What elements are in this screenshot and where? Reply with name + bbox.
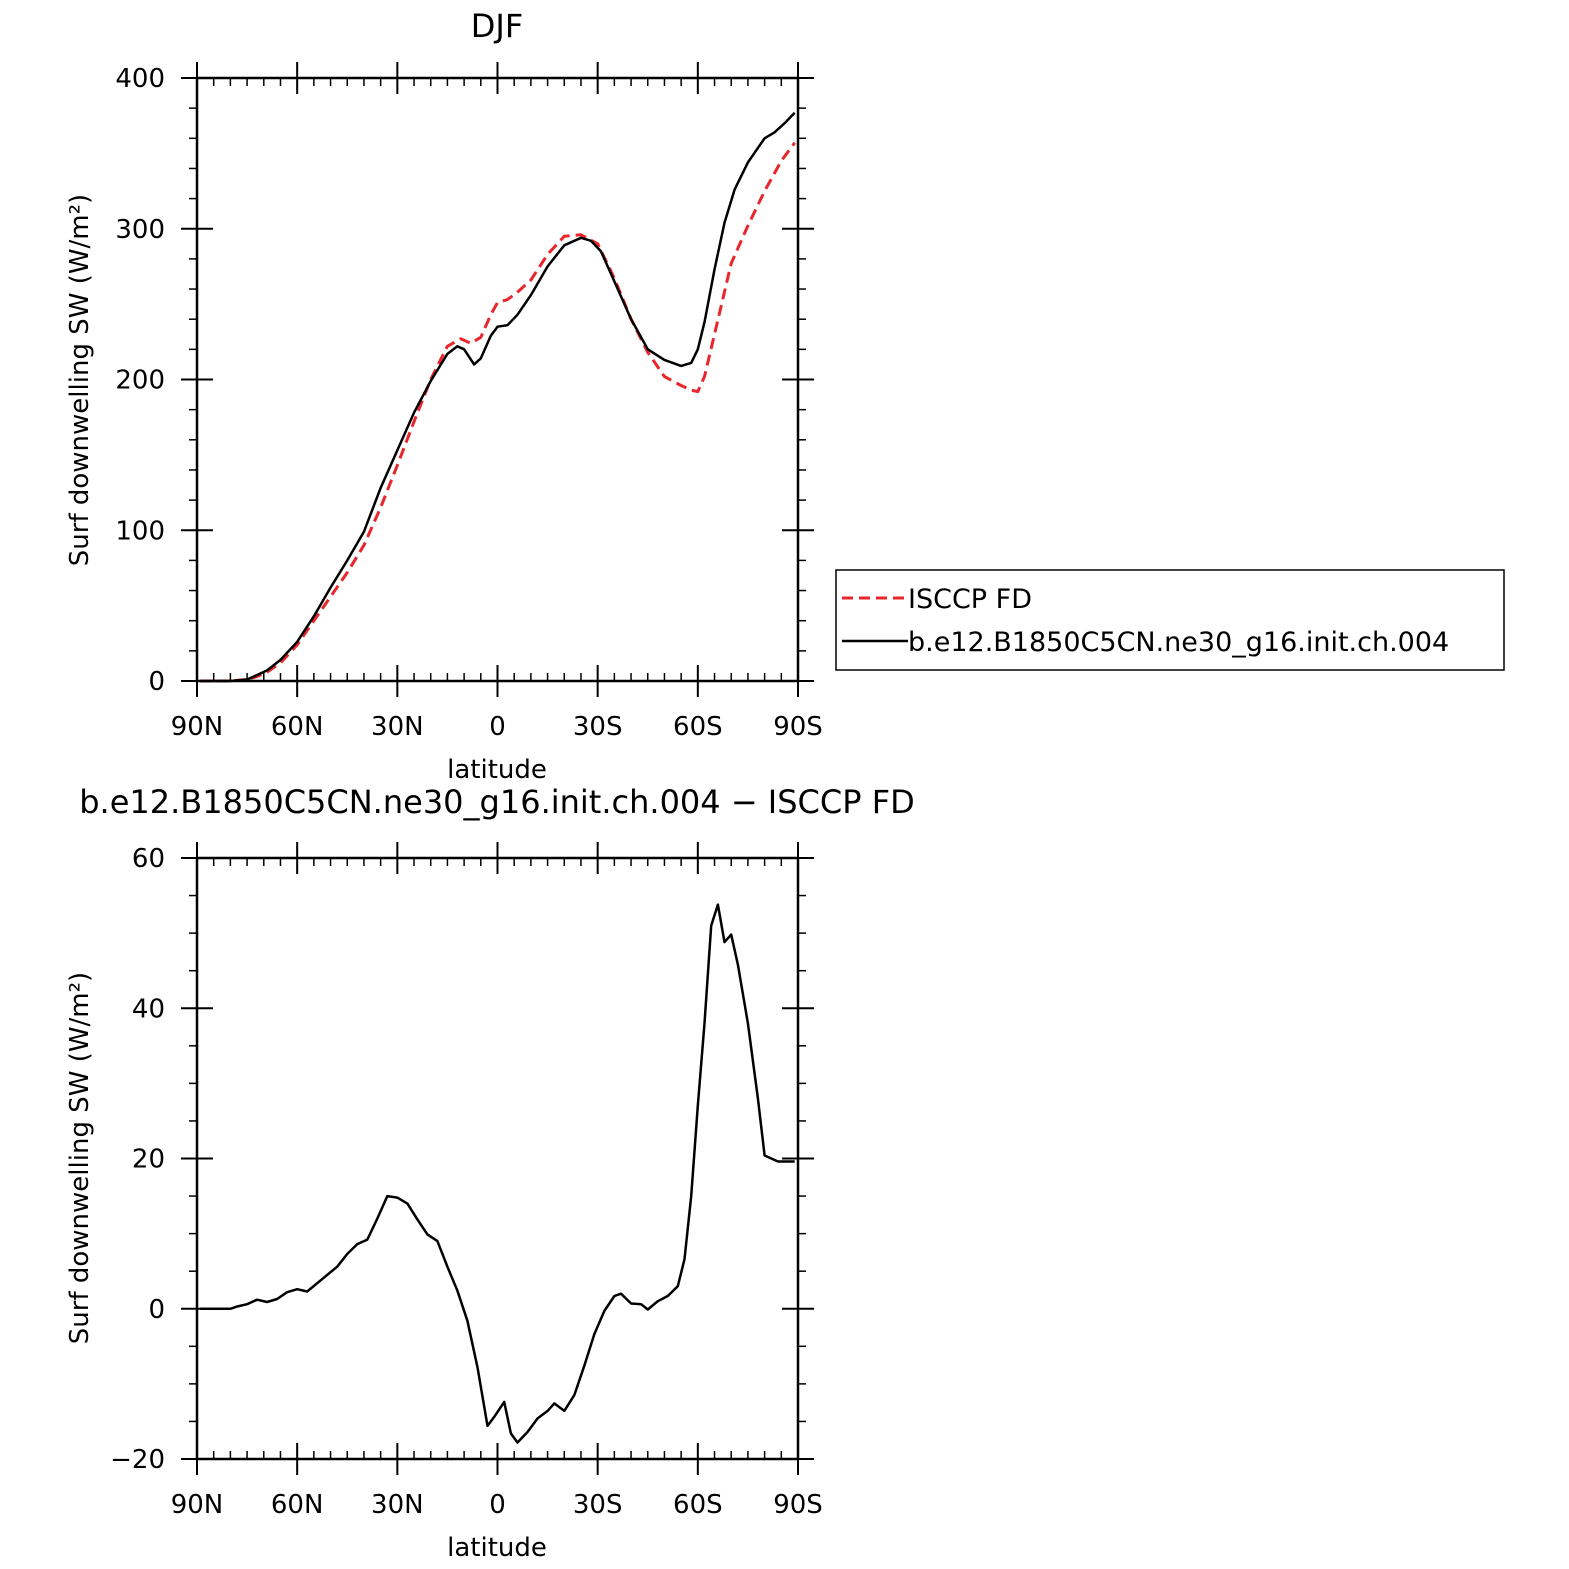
x-tick-label: 0 [489, 1490, 506, 1520]
x-tick-label: 90N [171, 712, 224, 742]
x-tick-label: 30N [371, 1490, 424, 1520]
x-tick-label: 90S [773, 1490, 823, 1520]
bottom-y-axis-label: Surf downwelling SW (W/m²) [65, 972, 95, 1344]
top-y-tick-labels: 0 100 200 300 400 [115, 64, 165, 697]
top-chart-title: DJF [471, 7, 523, 45]
bottom-chart-title: b.e12.B1850C5CN.ne30_g16.init.ch.004 − I… [79, 783, 915, 821]
bottom-y-tick-labels: −20 0 20 40 60 [110, 844, 165, 1475]
y-tick-label: 40 [132, 994, 165, 1024]
x-tick-label: 0 [489, 712, 506, 742]
x-tick-label: 90S [773, 712, 823, 742]
legend: ISCCP FD b.e12.B1850C5CN.ne30_g16.init.c… [835, 569, 1505, 671]
series-line-0-0 [200, 141, 796, 683]
x-tick-label: 90N [171, 1490, 224, 1520]
y-tick-label: 300 [115, 215, 165, 245]
y-tick-label: 20 [132, 1145, 165, 1175]
top-x-tick-labels: 90N 60N 30N 0 30S 60S 90S [171, 712, 823, 742]
y-tick-label: 100 [115, 516, 165, 546]
bottom-tick-marks [181, 842, 814, 1475]
bottom-panel: b.e12.B1850C5CN.ne30_g16.init.ch.004 − I… [65, 783, 915, 1563]
top-x-axis-label: latitude [447, 755, 547, 785]
top-y-axis-label: Surf downwelling SW (W/m²) [65, 194, 95, 566]
x-tick-label: 30N [371, 712, 424, 742]
series-line-1-0 [200, 903, 795, 1444]
y-tick-label: 200 [115, 366, 165, 396]
y-tick-label: 0 [148, 1295, 165, 1325]
top-series-lines [200, 111, 796, 683]
x-tick-label: 60S [673, 1490, 723, 1520]
x-tick-label: 30S [573, 1490, 623, 1520]
series-line-0-1 [200, 111, 796, 683]
bottom-x-tick-labels: 90N 60N 30N 0 30S 60S 90S [171, 1490, 823, 1520]
y-tick-label: 60 [132, 844, 165, 874]
top-tick-marks [181, 62, 814, 697]
top-panel: DJF 90N 60N 30N 0 30S 60S 90S 0 100 200 300 400 la… [65, 7, 823, 785]
y-tick-label: −20 [110, 1445, 165, 1475]
legend-label-model: b.e12.B1850C5CN.ne30_g16.init.ch.004 [908, 627, 1449, 658]
y-tick-label: 0 [148, 667, 165, 697]
top-plot-frame [195, 76, 800, 683]
bottom-x-axis-label: latitude [447, 1533, 547, 1563]
bottom-plot-frame [195, 856, 800, 1461]
legend-label-isccp: ISCCP FD [908, 584, 1032, 615]
y-tick-label: 400 [115, 64, 165, 94]
x-tick-label: 30S [573, 712, 623, 742]
x-tick-label: 60S [673, 712, 723, 742]
bottom-series-lines [200, 903, 795, 1444]
x-tick-label: 60N [271, 1490, 324, 1520]
legend-box [835, 569, 1505, 671]
x-tick-label: 60N [271, 712, 324, 742]
